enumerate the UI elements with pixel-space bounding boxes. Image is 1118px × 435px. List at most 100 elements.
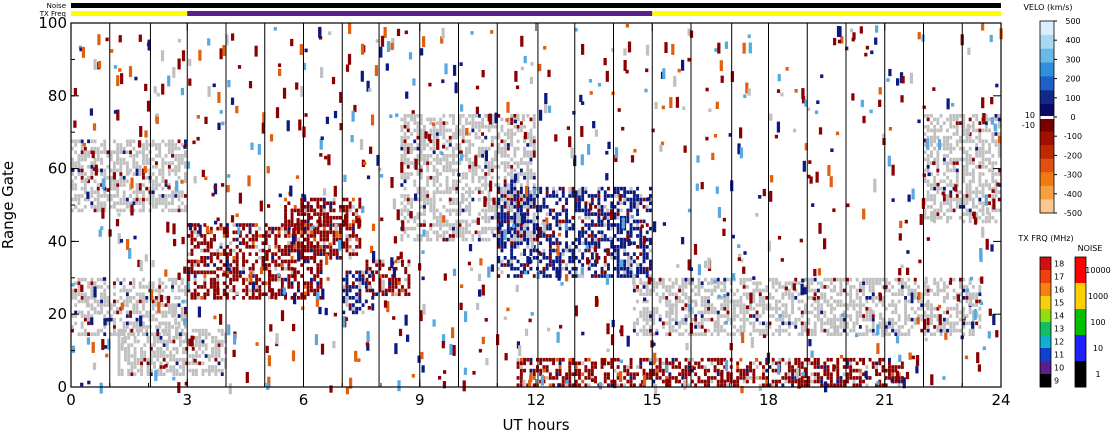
data-cell [332, 252, 336, 256]
data-cell [313, 248, 317, 253]
data-cell [626, 365, 630, 369]
data-cell [368, 274, 372, 278]
data-cell [665, 332, 669, 337]
data-cell [455, 234, 459, 238]
data-cell [800, 365, 804, 369]
data-cell [561, 194, 565, 198]
data-cell [432, 212, 436, 216]
data-cell [116, 179, 120, 184]
data-cell [765, 379, 769, 384]
data-cell [290, 274, 294, 278]
data-cell [371, 296, 375, 300]
data-cell [868, 277, 872, 282]
data-cell [106, 150, 110, 155]
data-cell [293, 223, 297, 227]
data-cell [636, 321, 640, 326]
data-cell [787, 288, 791, 293]
data-cell [865, 299, 869, 304]
data-cell [897, 277, 901, 282]
data-cell [742, 292, 746, 297]
data-cell [217, 368, 221, 373]
data-cell [836, 299, 840, 304]
data-cell [400, 139, 404, 144]
data-cell [214, 347, 218, 351]
data-cell [135, 303, 139, 307]
data-cell [159, 354, 163, 358]
data-cell [113, 281, 116, 286]
data-cell [813, 325, 817, 329]
data-cell [552, 241, 556, 246]
data-cell [529, 368, 533, 373]
data-cell [188, 368, 192, 373]
data-cell [548, 256, 552, 260]
data-cell [487, 165, 491, 169]
data-cell [645, 299, 649, 304]
data-cell [477, 154, 481, 158]
data-cell [952, 186, 956, 191]
data-cell [804, 321, 807, 326]
data-cell [251, 223, 255, 227]
data-cell [96, 205, 100, 209]
data-cell [855, 296, 859, 300]
data-cell [182, 365, 186, 369]
data-cell [720, 306, 724, 311]
data-cell [526, 256, 530, 260]
data-cell [936, 288, 940, 293]
data-cell [871, 325, 875, 329]
data-cell [490, 161, 494, 165]
data-cell [868, 376, 872, 380]
data-cell [694, 325, 698, 329]
data-cell [858, 285, 862, 289]
data-cell [503, 150, 507, 155]
data-cell [891, 317, 895, 322]
data-cell [124, 328, 127, 333]
data-cell [697, 332, 701, 337]
data-cell [687, 361, 691, 366]
data-cell [93, 190, 97, 195]
data-cell [116, 154, 120, 158]
data-cell [351, 234, 355, 238]
data-cell [322, 230, 326, 235]
data-cell [959, 292, 962, 297]
data-cell [532, 175, 536, 180]
data-cell [645, 314, 649, 318]
data-cell [949, 325, 953, 329]
data-cell [125, 205, 129, 209]
data-cell [923, 114, 927, 118]
data-cell [445, 168, 449, 173]
data-cell [506, 165, 510, 169]
data-cell [403, 124, 407, 129]
data-cell [736, 383, 740, 388]
data-cell [177, 303, 181, 307]
data-cell [658, 368, 662, 373]
data-cell [523, 237, 527, 242]
data-cell [839, 288, 843, 293]
data-cell [481, 124, 485, 129]
data-cell [778, 285, 782, 289]
data-cell [678, 325, 682, 329]
data-cell [403, 179, 407, 184]
data-cell [503, 143, 507, 147]
data-cell [371, 303, 375, 307]
data-cell [487, 172, 491, 176]
data-cell [758, 288, 762, 293]
data-cell [503, 165, 507, 169]
data-cell [177, 314, 181, 318]
data-cell [345, 212, 349, 216]
data-cell [238, 274, 242, 278]
data-cell [403, 143, 407, 147]
data-cell [171, 197, 175, 202]
data-cell [807, 357, 811, 362]
data-cell [119, 179, 123, 184]
data-cell [96, 299, 100, 304]
data-cell [216, 252, 220, 256]
data-cell [784, 281, 788, 286]
data-cell [852, 306, 856, 311]
data-cell [516, 357, 520, 362]
data-cell [623, 365, 627, 369]
data-cell [771, 306, 775, 311]
data-cell [268, 230, 271, 235]
data-cell [868, 288, 872, 293]
data-cell [458, 114, 462, 118]
data-cell [933, 219, 937, 224]
